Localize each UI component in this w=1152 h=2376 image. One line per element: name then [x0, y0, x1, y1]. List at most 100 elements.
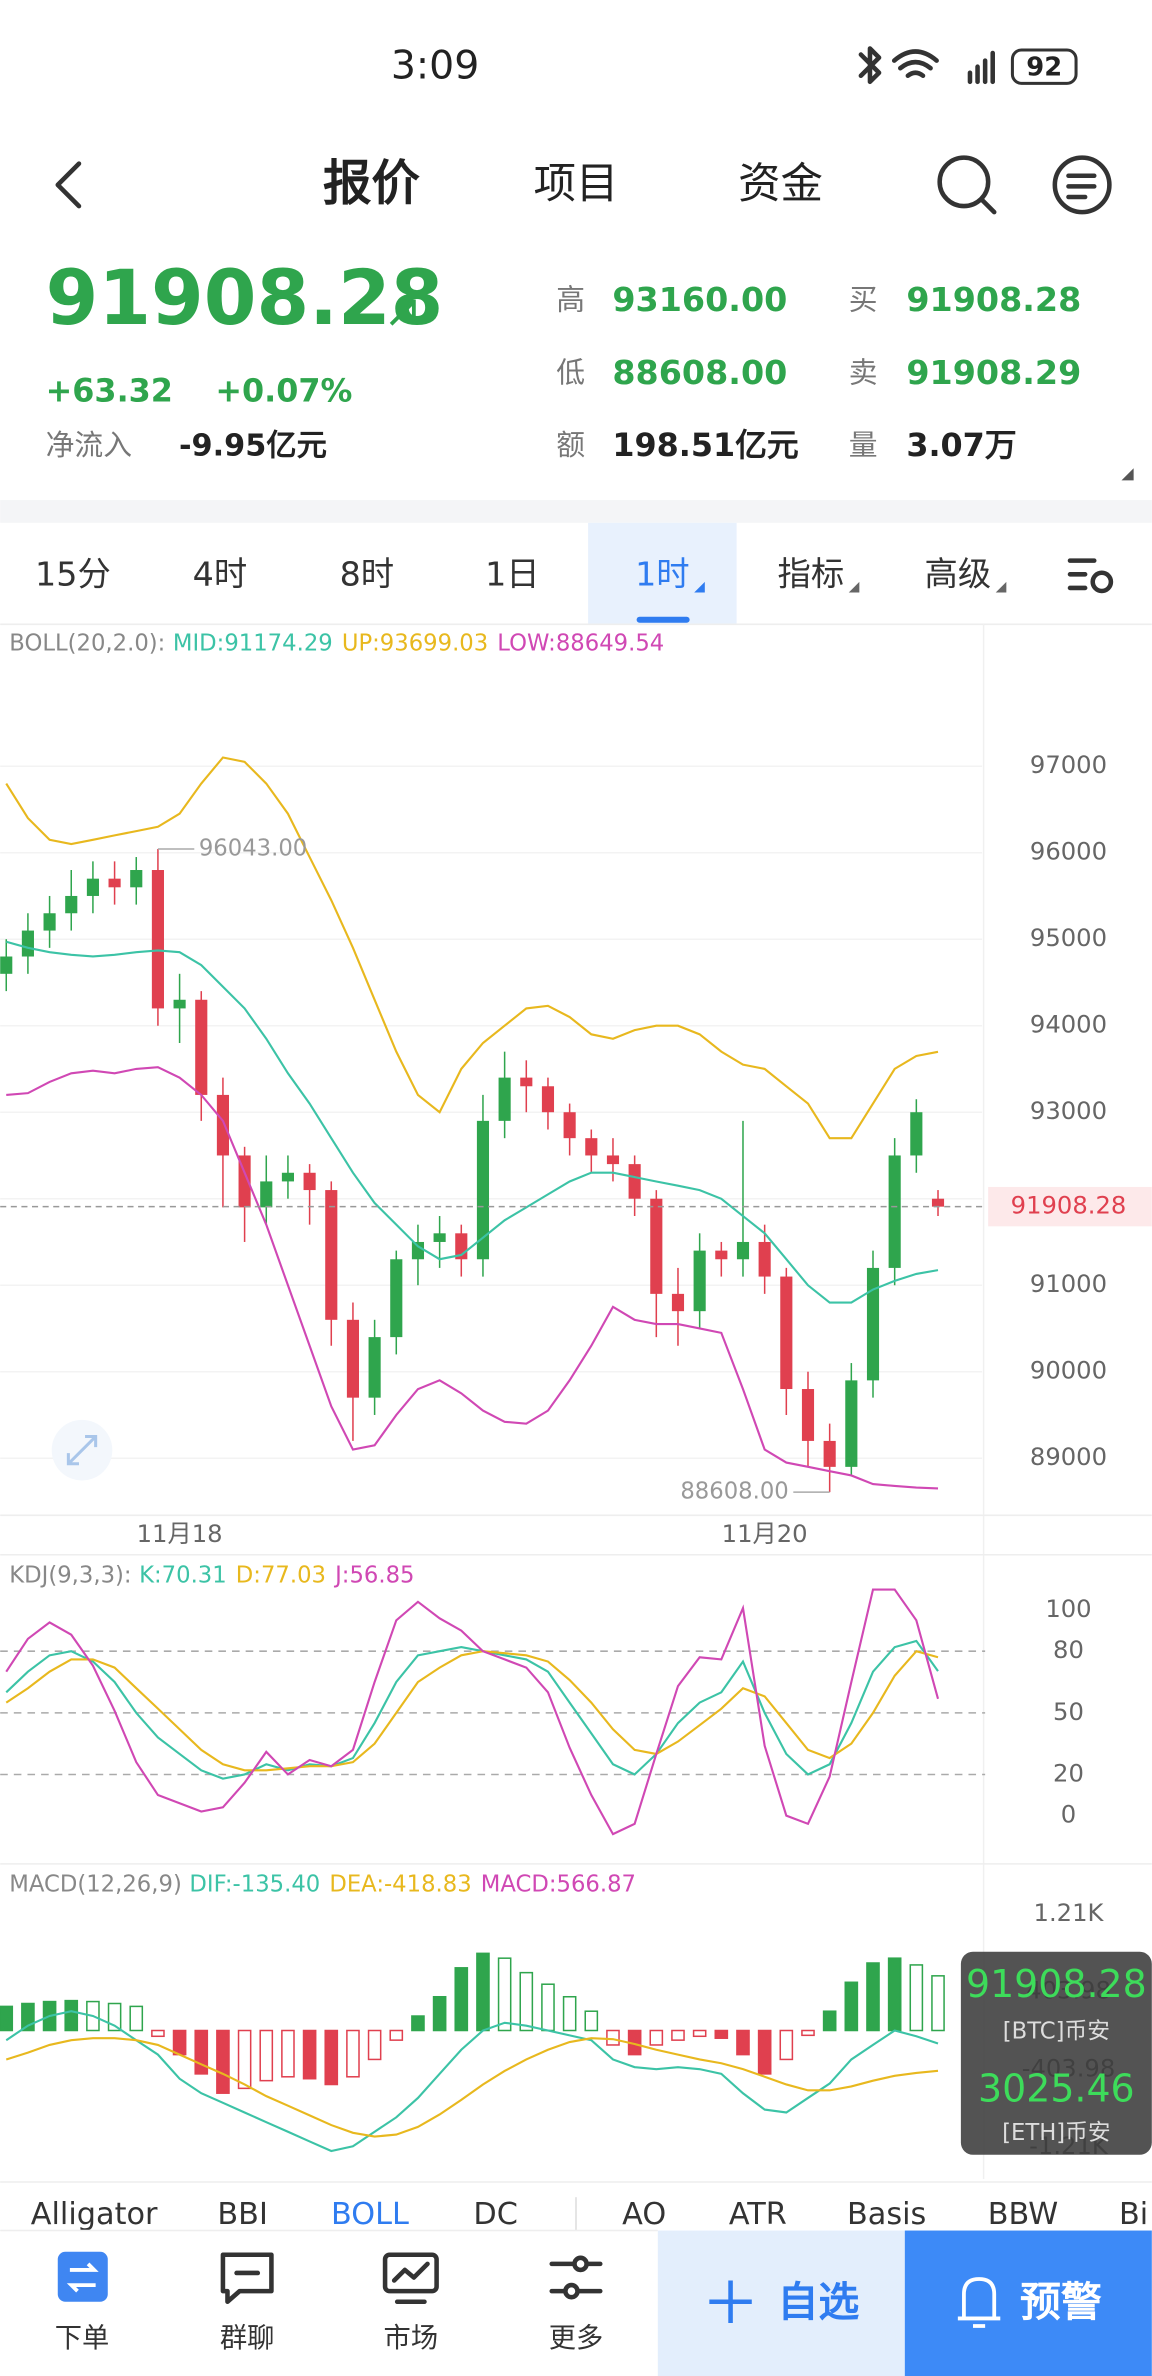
more-dot [563, 2282, 580, 2300]
bottom-nav-label[interactable]: 群聊 [220, 2323, 275, 2354]
nav-tab[interactable]: 报价 [323, 155, 420, 211]
y-tick-label: 95000 [1030, 923, 1107, 952]
candle-body [910, 1112, 923, 1156]
battery-level: 92 [1026, 53, 1062, 83]
macd-bar [151, 2029, 165, 2038]
more-icon [549, 2261, 603, 2294]
indicator-line [5, 940, 939, 1304]
macd-bar [367, 2029, 382, 2061]
order-arrows [66, 2262, 99, 2293]
bottom-nav-label[interactable]: 下单 [55, 2323, 110, 2354]
indicator-tab[interactable]: Basis [847, 2197, 926, 2232]
bottom-nav-label[interactable]: 市场 [384, 2323, 439, 2354]
stat-value: 91908.29 [906, 353, 1081, 392]
indicator-tab[interactable]: BBW [988, 2197, 1058, 2232]
extreme-label: 96043.00 [199, 835, 307, 861]
candle-body [628, 1164, 641, 1199]
candle-body [346, 1319, 360, 1398]
x-tick-label: 11月18 [137, 1519, 223, 1548]
macd-bar [584, 2010, 599, 2032]
interval-tab[interactable]: 高级 [925, 554, 992, 593]
active-tab-underline [636, 616, 690, 623]
indicator-tab[interactable]: BOLL [331, 2197, 409, 2232]
eth-price: 3025.46 [978, 2067, 1135, 2111]
indicator-tab[interactable]: Alligator [31, 2197, 158, 2232]
stat-value: 198.51亿元 [612, 426, 799, 464]
macd-bar [779, 2029, 794, 2061]
macd-bar [519, 1971, 534, 2032]
wifi-icon [891, 49, 939, 79]
candle-body [671, 1293, 685, 1312]
alert-button[interactable] [904, 2230, 1152, 2376]
chat-icon [220, 2252, 274, 2305]
extreme-label: 88608.00 [680, 1479, 788, 1505]
y-tick-label: 90000 [1030, 1356, 1107, 1385]
back-button[interactable] [55, 161, 82, 209]
watchlist-button[interactable] [657, 2230, 905, 2376]
interval-tab[interactable]: 1时 [635, 554, 690, 593]
settings-gear [1090, 570, 1114, 594]
x-tick-label: 11月20 [722, 1519, 808, 1548]
candle-body [845, 1380, 858, 1467]
market-icon [382, 2252, 439, 2294]
y-tick-label: 89000 [1030, 1442, 1107, 1471]
bottom-nav-label[interactable]: 更多 [549, 2323, 604, 2354]
nav-tab[interactable]: 资金 [738, 160, 823, 209]
y-tick-label: 1.21K [1034, 1898, 1105, 1927]
candle-body [86, 878, 99, 896]
indicator-tab[interactable]: Bi [1119, 2197, 1148, 2232]
indicator-tab[interactable]: BBI [217, 2197, 268, 2232]
interval-tab[interactable]: 1日 [485, 554, 540, 593]
dropdown-caret [995, 581, 1007, 593]
interval-tab[interactable]: 4时 [193, 554, 248, 593]
candle-body [281, 1172, 295, 1182]
dropdown-caret [848, 581, 860, 593]
stat-label: 买 [849, 283, 878, 317]
stat-value: 91908.28 [906, 280, 1081, 319]
last-price-label: 91908.28 [1011, 1191, 1127, 1220]
interval-tab[interactable]: 指标 [778, 554, 845, 593]
y-tick-label: 80 [1053, 1635, 1084, 1664]
bell-icon [957, 2277, 1001, 2328]
stat-label: 低 [556, 355, 585, 389]
candle-body [151, 870, 164, 1009]
y-tick-label: 91000 [1030, 1269, 1107, 1298]
stat-label: 卖 [849, 355, 878, 389]
menu-button[interactable] [1052, 155, 1112, 215]
macd-bar [757, 2029, 772, 2075]
up-arrow [389, 299, 416, 326]
candle-body [823, 1440, 836, 1467]
candle-body [476, 1120, 490, 1260]
eth-label: [ETH]币安 [1002, 2120, 1110, 2146]
candle-body [866, 1267, 880, 1381]
stat-value: 3.07万 [906, 426, 1016, 464]
indicator-tab[interactable]: DC [473, 2197, 517, 2232]
fullscreen-button[interactable] [51, 1419, 113, 1481]
battery-icon [1010, 48, 1078, 85]
macd-bar [497, 1957, 512, 2032]
stat-label: 高 [556, 283, 585, 317]
macd-bar [194, 2029, 209, 2075]
legend-entry: UP:93699.03 [342, 631, 488, 657]
macd-bar [671, 2029, 685, 2041]
macd-bar [822, 2010, 837, 2032]
candle-body [173, 999, 186, 1009]
settings-icon[interactable] [1067, 558, 1097, 591]
stat-value: 93160.00 [612, 280, 787, 319]
interval-tab[interactable]: 15分 [35, 554, 111, 593]
macd-bar [259, 2029, 274, 2082]
search-button[interactable] [937, 155, 991, 209]
watchlist-label: 自选 [778, 2278, 860, 2326]
candle-body [130, 870, 143, 888]
macd-bar [692, 2029, 707, 2038]
candle-body [0, 956, 13, 974]
indicator-tab[interactable]: ATR [729, 2197, 787, 2232]
legend-entry: DIF:-135.40 [189, 1872, 320, 1898]
macd-bar [931, 1975, 945, 2032]
nav-tab[interactable]: 项目 [534, 160, 619, 209]
indicator-tab[interactable]: AO [622, 2197, 666, 2232]
macd-bar [389, 2029, 404, 2041]
floating-ticker[interactable] [960, 1951, 1152, 2155]
interval-tab[interactable]: 8时 [340, 554, 395, 593]
